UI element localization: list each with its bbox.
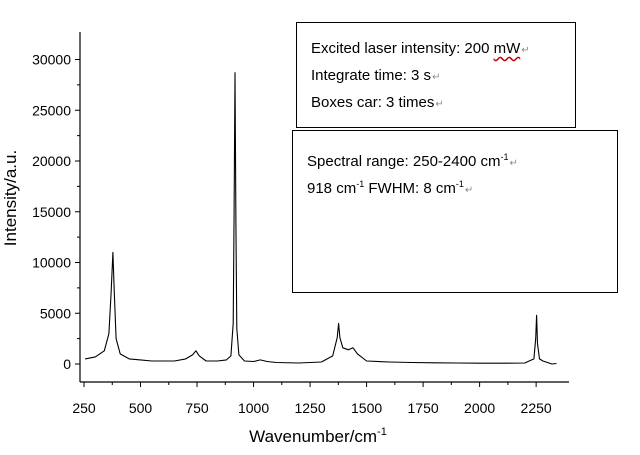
y-tick-label: 20000 [32, 153, 71, 169]
y-tick-label: 0 [63, 356, 71, 372]
laser-intensity-line: Excited laser intensity: 200 mW↵ [311, 40, 530, 57]
y-tick-label: 25000 [32, 102, 71, 118]
x-tick-label: 2000 [464, 400, 495, 416]
y-tick-label: 5000 [40, 305, 71, 321]
y-tick-label: 10000 [32, 255, 71, 271]
x-tick-label: 2250 [521, 400, 552, 416]
x-tick-label: 250 [72, 400, 96, 416]
x-tick-label: 500 [129, 400, 153, 416]
x-tick-label: 1250 [294, 400, 325, 416]
series-line-0 [84, 72, 557, 365]
x-tick-label: 1750 [408, 400, 439, 416]
laser-parameters-box: Excited laser intensity: 200 mW↵ Integra… [296, 22, 576, 128]
boxes-car-line: Boxes car: 3 times↵ [311, 94, 444, 111]
y-tick-label: 15000 [32, 204, 71, 220]
spectral-range-line: Spectral range: 250-2400 cm-1↵ [307, 152, 518, 170]
integrate-time-line: Integrate time: 3 s↵ [311, 67, 441, 84]
x-axis-label: Wavenumber/cm-1 [249, 426, 387, 446]
x-tick-label: 1000 [238, 400, 269, 416]
spectral-info-box: Spectral range: 250-2400 cm-1↵ 918 cm-1 … [292, 130, 618, 293]
axes: 250 500 750 1000 1250 1500 1750 2000 2250 0 5000 10… [32, 32, 569, 416]
y-tick-label: 30000 [32, 52, 71, 68]
y-axis-label: Intensity/a.u. [1, 150, 20, 246]
fwhm-line: 918 cm-1 FWHM: 8 cm-1↵ [307, 179, 474, 197]
series-layer [84, 72, 557, 365]
x-tick-label: 750 [185, 400, 209, 416]
x-tick-label: 1500 [351, 400, 382, 416]
